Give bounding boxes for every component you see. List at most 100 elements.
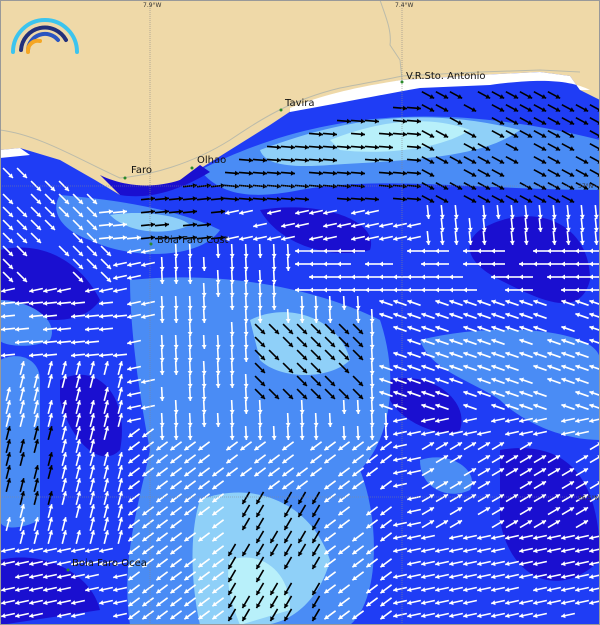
current-arrow	[351, 532, 365, 542]
current-arrow	[406, 508, 422, 515]
current-arrow	[299, 295, 305, 311]
current-arrow	[282, 388, 294, 400]
current-arrow	[575, 390, 589, 398]
current-arrow	[365, 261, 379, 267]
current-arrow	[463, 493, 477, 503]
current-arrow	[112, 573, 128, 580]
place-label[interactable]: V.R.Sto. Antonio	[406, 71, 486, 82]
current-arrow	[117, 400, 124, 414]
current-arrow	[140, 313, 156, 320]
current-arrow	[5, 387, 12, 401]
current-arrow	[183, 584, 197, 594]
current-arrow	[211, 493, 225, 503]
current-arrow	[351, 610, 365, 620]
current-arrow	[323, 519, 337, 529]
current-arrow	[5, 426, 12, 440]
current-arrow	[140, 300, 156, 307]
current-arrow	[425, 230, 431, 246]
current-arrow	[575, 261, 589, 267]
current-arrow	[112, 612, 128, 619]
current-arrow	[324, 375, 336, 387]
current-arrow	[407, 364, 421, 372]
current-arrow	[159, 425, 165, 441]
current-arrow	[281, 454, 295, 464]
current-arrow	[449, 287, 463, 293]
current-arrow	[197, 584, 211, 594]
current-arrow	[86, 193, 98, 205]
place-label[interactable]: Faro	[131, 165, 152, 176]
current-arrow	[421, 155, 435, 165]
current-arrow	[154, 235, 170, 241]
current-arrow	[280, 235, 296, 242]
current-arrow	[183, 454, 197, 464]
current-arrow	[126, 391, 142, 398]
current-arrow	[533, 116, 547, 126]
current-arrow	[308, 170, 324, 176]
current-arrow	[336, 144, 352, 150]
current-arrow	[561, 338, 575, 346]
current-arrow	[477, 377, 491, 385]
current-arrow	[365, 545, 379, 555]
current-arrow	[449, 155, 463, 165]
current-arrow	[532, 534, 548, 541]
current-arrow	[2, 245, 14, 257]
current-arrow	[421, 390, 435, 398]
current-arrow	[98, 313, 114, 319]
current-arrow	[490, 612, 506, 619]
current-arrow	[241, 595, 251, 609]
current-arrow	[421, 194, 435, 204]
current-arrow	[28, 287, 44, 294]
current-arrow	[311, 491, 321, 505]
place-label[interactable]: Boia Faro Ocea	[72, 558, 147, 569]
place-label[interactable]: Boia Faro Cost	[157, 235, 229, 246]
current-arrow	[407, 338, 421, 346]
current-arrow	[169, 467, 183, 477]
current-arrow	[19, 530, 26, 544]
current-arrow	[365, 287, 379, 293]
current-arrow	[547, 377, 561, 385]
current-arrow	[257, 399, 263, 415]
current-arrow	[406, 196, 422, 202]
current-arrow	[103, 426, 110, 440]
current-arrow	[16, 271, 28, 283]
current-arrow	[365, 274, 379, 280]
current-arrow	[560, 430, 576, 437]
current-arrow	[369, 360, 375, 376]
current-arrow	[449, 377, 463, 385]
current-arrow	[173, 412, 179, 428]
current-arrow	[197, 532, 211, 542]
current-arrow	[504, 586, 520, 593]
current-arrow	[439, 230, 445, 246]
current-arrow	[588, 599, 600, 606]
place-markers	[66, 80, 404, 572]
place-label[interactable]: Olhao	[197, 155, 226, 166]
current-arrow	[183, 493, 197, 503]
current-arrow	[154, 209, 170, 215]
current-arrow	[448, 599, 464, 606]
current-arrow	[392, 612, 408, 619]
current-arrow	[141, 428, 155, 438]
current-arrow	[299, 399, 305, 415]
current-arrow	[140, 235, 156, 241]
current-arrow	[547, 274, 561, 280]
current-arrow	[197, 506, 211, 516]
current-arrow	[434, 560, 450, 567]
current-arrow	[505, 287, 519, 293]
current-arrow	[58, 193, 70, 205]
current-arrow	[338, 349, 350, 361]
current-arrow	[182, 235, 198, 241]
current-arrow	[324, 388, 336, 400]
current-arrow	[89, 517, 96, 531]
current-arrow	[547, 493, 561, 503]
current-arrow	[504, 612, 520, 619]
current-arrow	[421, 129, 435, 139]
place-label[interactable]: Tavira	[284, 98, 315, 109]
current-arrow	[448, 612, 464, 619]
current-arrow	[16, 219, 28, 231]
current-arrow	[420, 417, 436, 424]
current-arrow	[61, 374, 68, 388]
current-arrow	[169, 519, 183, 529]
current-arrow	[117, 478, 124, 492]
current-arrow	[169, 597, 183, 607]
